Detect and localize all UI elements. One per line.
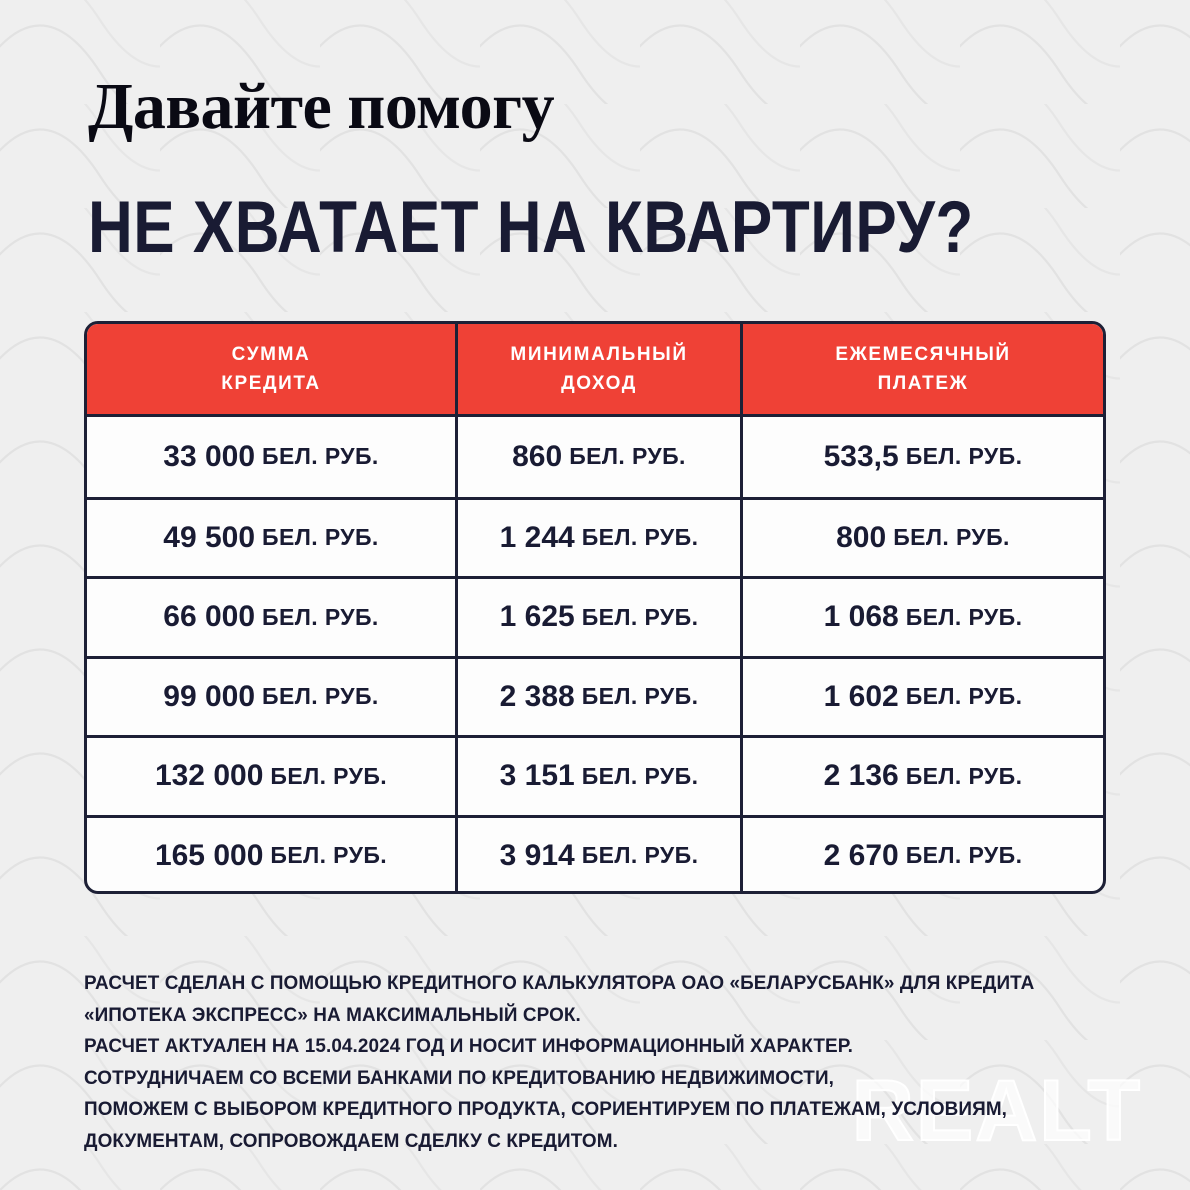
cell-monthly-payment-currency: БЕЛ. РУБ. (905, 842, 1023, 869)
cell-loan-amount-currency: БЕЛ. РУБ. (262, 443, 379, 470)
table-row: 99 000 БЕЛ. РУБ. 2 388 БЕЛ. РУБ. 1 602 БЕЛ. Р… (87, 655, 1103, 736)
kicker-title: Давайте помогу (88, 70, 555, 143)
cell-monthly-payment-currency: БЕЛ. РУБ. (905, 683, 1023, 710)
column-header-min-income: МИНИМАЛЬНЫЙ ДОХОД (455, 324, 740, 414)
disclaimer-line-3: РАСЧЕТ АКТУАЛЕН НА 15.04.2024 ГОД И НОСИ… (84, 1035, 853, 1058)
credit-table: СУММА КРЕДИТА МИНИМАЛЬНЫЙ ДОХОД ЕЖЕМЕСЯЧ… (84, 321, 1106, 894)
cell-loan-amount-value: 165 000 (154, 838, 264, 872)
column-header-loan-amount-line2: КРЕДИТА (221, 373, 321, 394)
table-row: 132 000 БЕЛ. РУБ. 3 151 БЕЛ. РУБ. 2 136 БЕЛ. … (87, 735, 1103, 815)
cell-loan-amount: 165 000 БЕЛ. РУБ. (87, 818, 455, 892)
disclaimer-line-1: РАСЧЕТ СДЕЛАН С ПОМОЩЬЮ КРЕДИТНОГО КАЛЬК… (84, 972, 1035, 994)
cell-min-income: 1 625 БЕЛ. РУБ. (455, 579, 740, 656)
cell-monthly-payment-currency: БЕЛ. РУБ. (905, 603, 1023, 630)
cell-monthly-payment-value: 2 670 (823, 838, 899, 872)
cell-monthly-payment-value: 2 136 (823, 759, 899, 793)
cell-loan-amount-value: 66 000 (163, 600, 256, 634)
disclaimer-line-5: ПОМОЖЕМ С ВЫБОРОМ КРЕДИТНОГО ПРОДУКТА, С… (84, 1098, 1008, 1121)
cell-monthly-payment: 1 068 БЕЛ. РУБ. (740, 579, 1103, 656)
cell-min-income-currency: БЕЛ. РУБ. (581, 524, 699, 551)
table-body: 33 000 БЕЛ. РУБ. 860 БЕЛ. РУБ. 533,5 БЕЛ. РУБ… (87, 417, 1103, 892)
cell-min-income: 1 244 БЕЛ. РУБ. (455, 499, 740, 576)
cell-monthly-payment: 800 БЕЛ. РУБ. (740, 499, 1103, 576)
cell-min-income-currency: БЕЛ. РУБ. (581, 842, 699, 869)
table-row: 49 500 БЕЛ. РУБ. 1 244 БЕЛ. РУБ. 800 БЕЛ. РУБ… (87, 496, 1103, 577)
cell-min-income-currency: БЕЛ. РУБ. (581, 683, 699, 710)
cell-monthly-payment-currency: БЕЛ. РУБ. (905, 762, 1023, 789)
cell-loan-amount-currency: БЕЛ. РУБ. (262, 603, 379, 630)
cell-loan-amount-currency: БЕЛ. РУБ. (270, 762, 388, 789)
cell-monthly-payment-value: 1 068 (823, 600, 899, 634)
cell-min-income: 2 388 БЕЛ. РУБ. (455, 658, 740, 735)
cell-min-income: 3 151 БЕЛ. РУБ. (455, 738, 740, 815)
cell-monthly-payment: 1 602 БЕЛ. РУБ. (740, 658, 1103, 735)
column-header-monthly-payment-line2: ПЛАТЕЖ (877, 373, 969, 394)
table-row: 66 000 БЕЛ. РУБ. 1 625 БЕЛ. РУБ. 1 068 БЕЛ. Р… (87, 576, 1103, 656)
cell-monthly-payment: 533,5 БЕЛ. РУБ. (740, 417, 1103, 497)
cell-min-income-value: 3 914 (499, 838, 575, 872)
column-header-min-income-line2: ДОХОД (561, 373, 637, 394)
cell-min-income-currency: БЕЛ. РУБ. (581, 762, 699, 789)
cell-min-income: 860 БЕЛ. РУБ. (455, 417, 740, 497)
disclaimer-note: РАСЧЕТ СДЕЛАН С ПОМОЩЬЮ КРЕДИТНОГО КАЛЬК… (84, 968, 1093, 1157)
cell-monthly-payment-value: 533,5 (823, 439, 899, 473)
cell-min-income-value: 1 244 (499, 520, 575, 554)
cell-loan-amount: 99 000 БЕЛ. РУБ. (87, 659, 455, 736)
cell-loan-amount-currency: БЕЛ. РУБ. (270, 842, 388, 869)
page-title: НЕ ХВАТАЕТ НА КВАРТИРУ? (88, 187, 974, 269)
cell-loan-amount-value: 99 000 (163, 679, 256, 713)
cell-loan-amount-value: 33 000 (163, 439, 256, 473)
cell-monthly-payment-currency: БЕЛ. РУБ. (893, 524, 1010, 551)
cell-min-income-value: 1 625 (499, 600, 575, 634)
cell-monthly-payment: 2 670 БЕЛ. РУБ. (740, 817, 1103, 891)
cell-min-income: 3 914 БЕЛ. РУБ. (455, 817, 740, 891)
disclaimer-line-6: ДОКУМЕНТАМ, СОПРОВОЖДАЕМ СДЕЛКУ С КРЕДИТ… (84, 1129, 618, 1152)
cell-min-income-value: 860 (512, 439, 563, 473)
column-header-monthly-payment: ЕЖЕМЕСЯЧНЫЙ ПЛАТЕЖ (740, 324, 1103, 414)
cell-min-income-value: 3 151 (499, 759, 575, 793)
cell-loan-amount-value: 132 000 (154, 759, 264, 793)
column-header-min-income-line1: МИНИМАЛЬНЫЙ (510, 343, 688, 365)
cell-monthly-payment-currency: БЕЛ. РУБ. (905, 443, 1023, 470)
cell-loan-amount: 33 000 БЕЛ. РУБ. (87, 417, 455, 497)
disclaimer-line-4: СОТРУДНИЧАЕМ СО ВСЕМИ БАНКАМИ ПО КРЕДИТО… (84, 1066, 835, 1089)
disclaimer-line-2: «ИПОТЕКА ЭКСПРЕСС» НА МАКСИМАЛЬНЫЙ СРОК. (84, 1003, 581, 1026)
cell-loan-amount-value: 49 500 (163, 520, 256, 554)
cell-monthly-payment-value: 1 602 (823, 679, 899, 713)
cell-monthly-payment-value: 800 (836, 520, 887, 554)
cell-min-income-currency: БЕЛ. РУБ. (569, 443, 686, 470)
cell-loan-amount: 132 000 БЕЛ. РУБ. (87, 738, 455, 815)
cell-loan-amount: 49 500 БЕЛ. РУБ. (87, 500, 455, 577)
cell-loan-amount-currency: БЕЛ. РУБ. (262, 524, 379, 551)
cell-monthly-payment: 2 136 БЕЛ. РУБ. (740, 738, 1103, 815)
column-header-monthly-payment-line1: ЕЖЕМЕСЯЧНЫЙ (835, 343, 1011, 365)
column-header-loan-amount-line1: СУММА (231, 343, 311, 365)
table-header-row: СУММА КРЕДИТА МИНИМАЛЬНЫЙ ДОХОД ЕЖЕМЕСЯЧ… (87, 324, 1103, 417)
cell-loan-amount: 66 000 БЕЛ. РУБ. (87, 579, 455, 656)
column-header-loan-amount: СУММА КРЕДИТА (87, 324, 455, 414)
table-row: 165 000 БЕЛ. РУБ. 3 914 БЕЛ. РУБ. 2 670 БЕЛ. … (87, 814, 1103, 892)
cell-min-income-value: 2 388 (499, 679, 575, 713)
cell-min-income-currency: БЕЛ. РУБ. (581, 603, 699, 630)
cell-loan-amount-currency: БЕЛ. РУБ. (262, 683, 379, 710)
table-row: 33 000 БЕЛ. РУБ. 860 БЕЛ. РУБ. 533,5 БЕЛ. РУБ… (87, 417, 1103, 497)
